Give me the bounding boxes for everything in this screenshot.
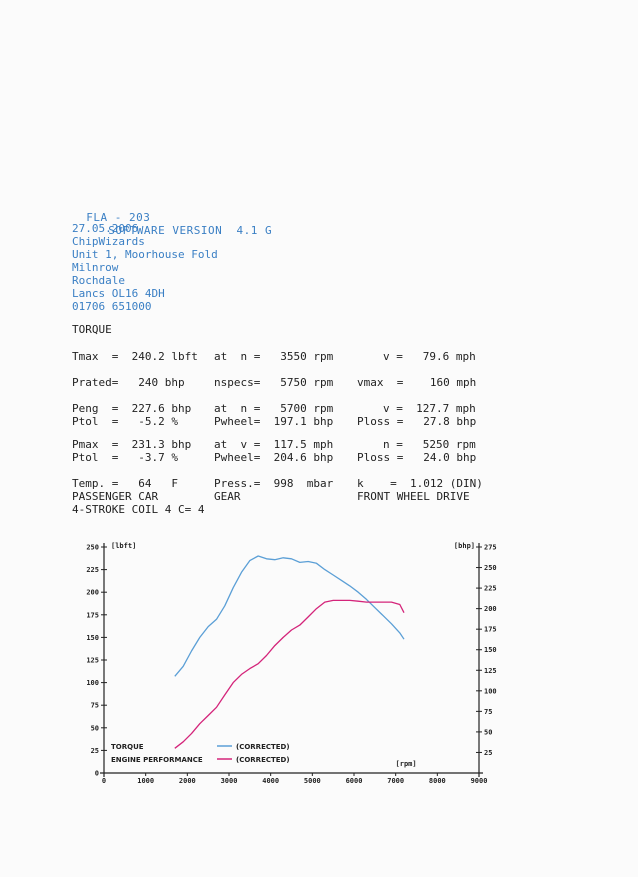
address-line: 01706 651000: [72, 300, 152, 313]
x-tick-label: 4000: [262, 777, 279, 785]
report-cell: PASSENGER CAR: [72, 490, 159, 503]
report-cell: Pwheel= 204.6 bhp: [214, 451, 334, 464]
report-cell: at v = 117.5 mph: [214, 438, 334, 451]
y-right-tick-label: 150: [484, 646, 497, 654]
y-right-tick-label: 275: [484, 544, 497, 552]
x-axis-label: [rpm]: [396, 760, 417, 768]
report-header: FLA - 203 SOFTWARE VERSION 4.1 G: [72, 198, 272, 237]
y-left-tick-label: 150: [86, 634, 99, 642]
x-tick-label: 9000: [471, 777, 488, 785]
y-right-tick-label: 25: [484, 749, 492, 757]
y-left-tick-label: 225: [86, 566, 99, 574]
report-cell: n = 5250 rpm: [383, 438, 476, 451]
report-cell: Ptol = -3.7 %: [72, 451, 178, 464]
address-line: ChipWizards: [72, 235, 145, 248]
report-cell: Ptol = -5.2 %: [72, 415, 178, 428]
address-line: Milnrow: [72, 261, 119, 274]
report-cell: Peng = 227.6 bhp: [72, 402, 192, 415]
y-right-label: [bhp]: [454, 542, 475, 550]
series-line: [174, 555, 405, 677]
y-right-tick-label: 225: [484, 585, 497, 593]
model-id: FLA - 203: [86, 211, 151, 224]
report-cell: GEAR: [214, 490, 241, 503]
legend-note: (CORRECTED): [236, 743, 290, 751]
report-cell: FRONT WHEEL DRIVE: [357, 490, 470, 503]
report-cell: Ploss = 24.0 bhp: [357, 451, 477, 464]
section-title: TORQUE: [72, 323, 112, 336]
y-right-tick-label: 200: [484, 605, 497, 613]
x-tick-label: 1000: [137, 777, 154, 785]
y-left-tick-label: 100: [86, 679, 99, 687]
x-tick-label: 3000: [221, 777, 238, 785]
legend-note: (CORRECTED): [236, 756, 290, 764]
report-cell: Temp. = 64 F: [72, 477, 178, 490]
report-cell: Prated= 240 bhp: [72, 376, 185, 389]
report-cell: Press.= 998 mbar: [214, 477, 334, 490]
y-left-tick-label: 175: [86, 611, 99, 619]
report-cell: Ploss = 27.8 bhp: [357, 415, 477, 428]
report-cell: k = 1.012 (DIN): [357, 477, 483, 490]
series-line: [174, 599, 405, 749]
y-right-tick-label: 250: [484, 564, 497, 572]
x-tick-label: 7000: [387, 777, 404, 785]
report-cell: v = 127.7 mph: [383, 402, 476, 415]
address-line: Lancs OL16 4DH: [72, 287, 165, 300]
y-right-tick-label: 50: [484, 728, 492, 736]
x-tick-label: 2000: [179, 777, 196, 785]
address-line: Unit 1, Moorhouse Fold: [72, 248, 218, 261]
report-cell: at n = 5700 rpm: [214, 402, 334, 415]
legend-name: TORQUE: [111, 743, 144, 751]
report-cell: v = 79.6 mph: [383, 350, 476, 363]
y-right-tick-label: 125: [484, 667, 497, 675]
x-tick-label: 5000: [304, 777, 321, 785]
address-line: Rochdale: [72, 274, 125, 287]
x-tick-label: 0: [102, 777, 106, 785]
report-cell: Tmax = 240.2 lbft: [72, 350, 198, 363]
y-right-tick-label: 175: [484, 626, 497, 634]
address-block: 27.05.2006 ChipWizards Unit 1, Moorhouse…: [72, 222, 218, 313]
report-cell: at n = 3550 rpm: [214, 350, 334, 363]
x-tick-label: 8000: [429, 777, 446, 785]
y-left-label: [lbft]: [111, 542, 136, 550]
y-right-tick-label: 75: [484, 708, 492, 716]
report-cell: vmax = 160 mph: [357, 376, 477, 389]
report-cell: 4-STROKE COIL 4 C= 4: [72, 503, 205, 516]
y-left-tick-label: 0: [95, 770, 99, 778]
software-version: SOFTWARE VERSION 4.1 G: [108, 224, 273, 237]
y-left-tick-label: 25: [91, 747, 99, 755]
x-tick-label: 6000: [346, 777, 363, 785]
y-left-tick-label: 50: [91, 724, 99, 732]
report-cell: nspecs= 5750 rpm: [214, 376, 334, 389]
y-left-tick-label: 125: [86, 657, 99, 665]
y-left-tick-label: 200: [86, 589, 99, 597]
address-line: 27.05.2006: [72, 222, 139, 235]
report-cell: Pmax = 231.3 bhp: [72, 438, 192, 451]
report-cell: Pwheel= 197.1 bhp: [214, 415, 334, 428]
y-left-tick-label: 250: [86, 544, 99, 552]
y-right-tick-label: 100: [484, 687, 497, 695]
y-left-tick-label: 75: [91, 702, 99, 710]
legend-name: ENGINE PERFORMANCE: [111, 756, 203, 764]
